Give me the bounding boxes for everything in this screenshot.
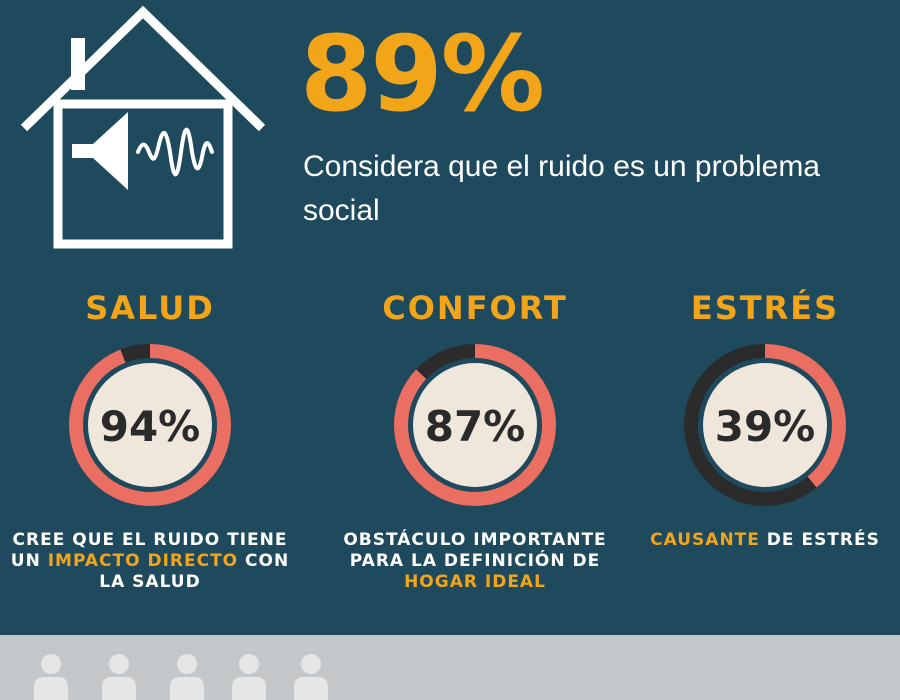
desc-text: CREE QUE EL RUIDO TIENE UN bbox=[10, 530, 288, 571]
people-strip bbox=[0, 635, 900, 700]
ring-fill bbox=[684, 344, 846, 506]
ring-value: 87% bbox=[425, 402, 526, 451]
headline-value: 89% bbox=[300, 13, 545, 135]
ring-value: 94% bbox=[100, 402, 201, 451]
ring-value: 39% bbox=[715, 402, 816, 451]
stat-salud: SALUD 94% CREE QUE EL RUIDO TIENE UN IMP… bbox=[0, 286, 300, 593]
desc-text: OBSTÁCULO IMPORTANTE PARA LA DEFINICIÓN … bbox=[343, 530, 607, 571]
person-icon bbox=[232, 654, 266, 700]
desc-highlight: CAUSANTE bbox=[650, 530, 760, 550]
ring-disc bbox=[703, 363, 827, 487]
ring-disc bbox=[413, 363, 537, 487]
stat-title: ESTRÉS bbox=[690, 289, 840, 327]
stat-confort: CONFORT 87% OBSTÁCULO IMPORTANTE PARA LA… bbox=[325, 286, 625, 593]
person-icon bbox=[34, 654, 68, 700]
progress-ring: 87% bbox=[394, 344, 556, 506]
desc-text: DE ESTRÉS bbox=[759, 530, 880, 550]
stat-title: CONFORT bbox=[382, 289, 568, 327]
stat-description: CAUSANTE DE ESTRÉS bbox=[615, 530, 900, 551]
ring-fill bbox=[394, 344, 556, 506]
person-icon bbox=[294, 654, 328, 700]
stat-title: SALUD bbox=[85, 289, 215, 327]
progress-ring: 39% bbox=[684, 344, 846, 506]
desc-text: CON LA SALUD bbox=[99, 551, 290, 592]
ring-disc bbox=[88, 363, 212, 487]
desc-highlight: IMPACTO DIRECTO bbox=[47, 551, 239, 571]
desc-highlight: HOGAR IDEAL bbox=[404, 572, 546, 592]
headline-subtitle: Considera que el ruido es un problema so… bbox=[303, 150, 820, 227]
stat-description: CREE QUE EL RUIDO TIENE UN IMPACTO DIREC… bbox=[0, 530, 300, 593]
stat-estres: ESTRÉS 39% CAUSANTE DE ESTRÉS bbox=[615, 286, 900, 551]
person-icon bbox=[170, 654, 204, 700]
stat-description: OBSTÁCULO IMPORTANTE PARA LA DEFINICIÓN … bbox=[325, 530, 625, 593]
progress-ring: 94% bbox=[69, 344, 231, 506]
person-icon bbox=[102, 654, 136, 700]
main-panel: 89% Considera que el ruido es un problem… bbox=[0, 5, 900, 593]
house-sound-icon bbox=[20, 5, 266, 249]
ring-fill bbox=[69, 344, 231, 506]
